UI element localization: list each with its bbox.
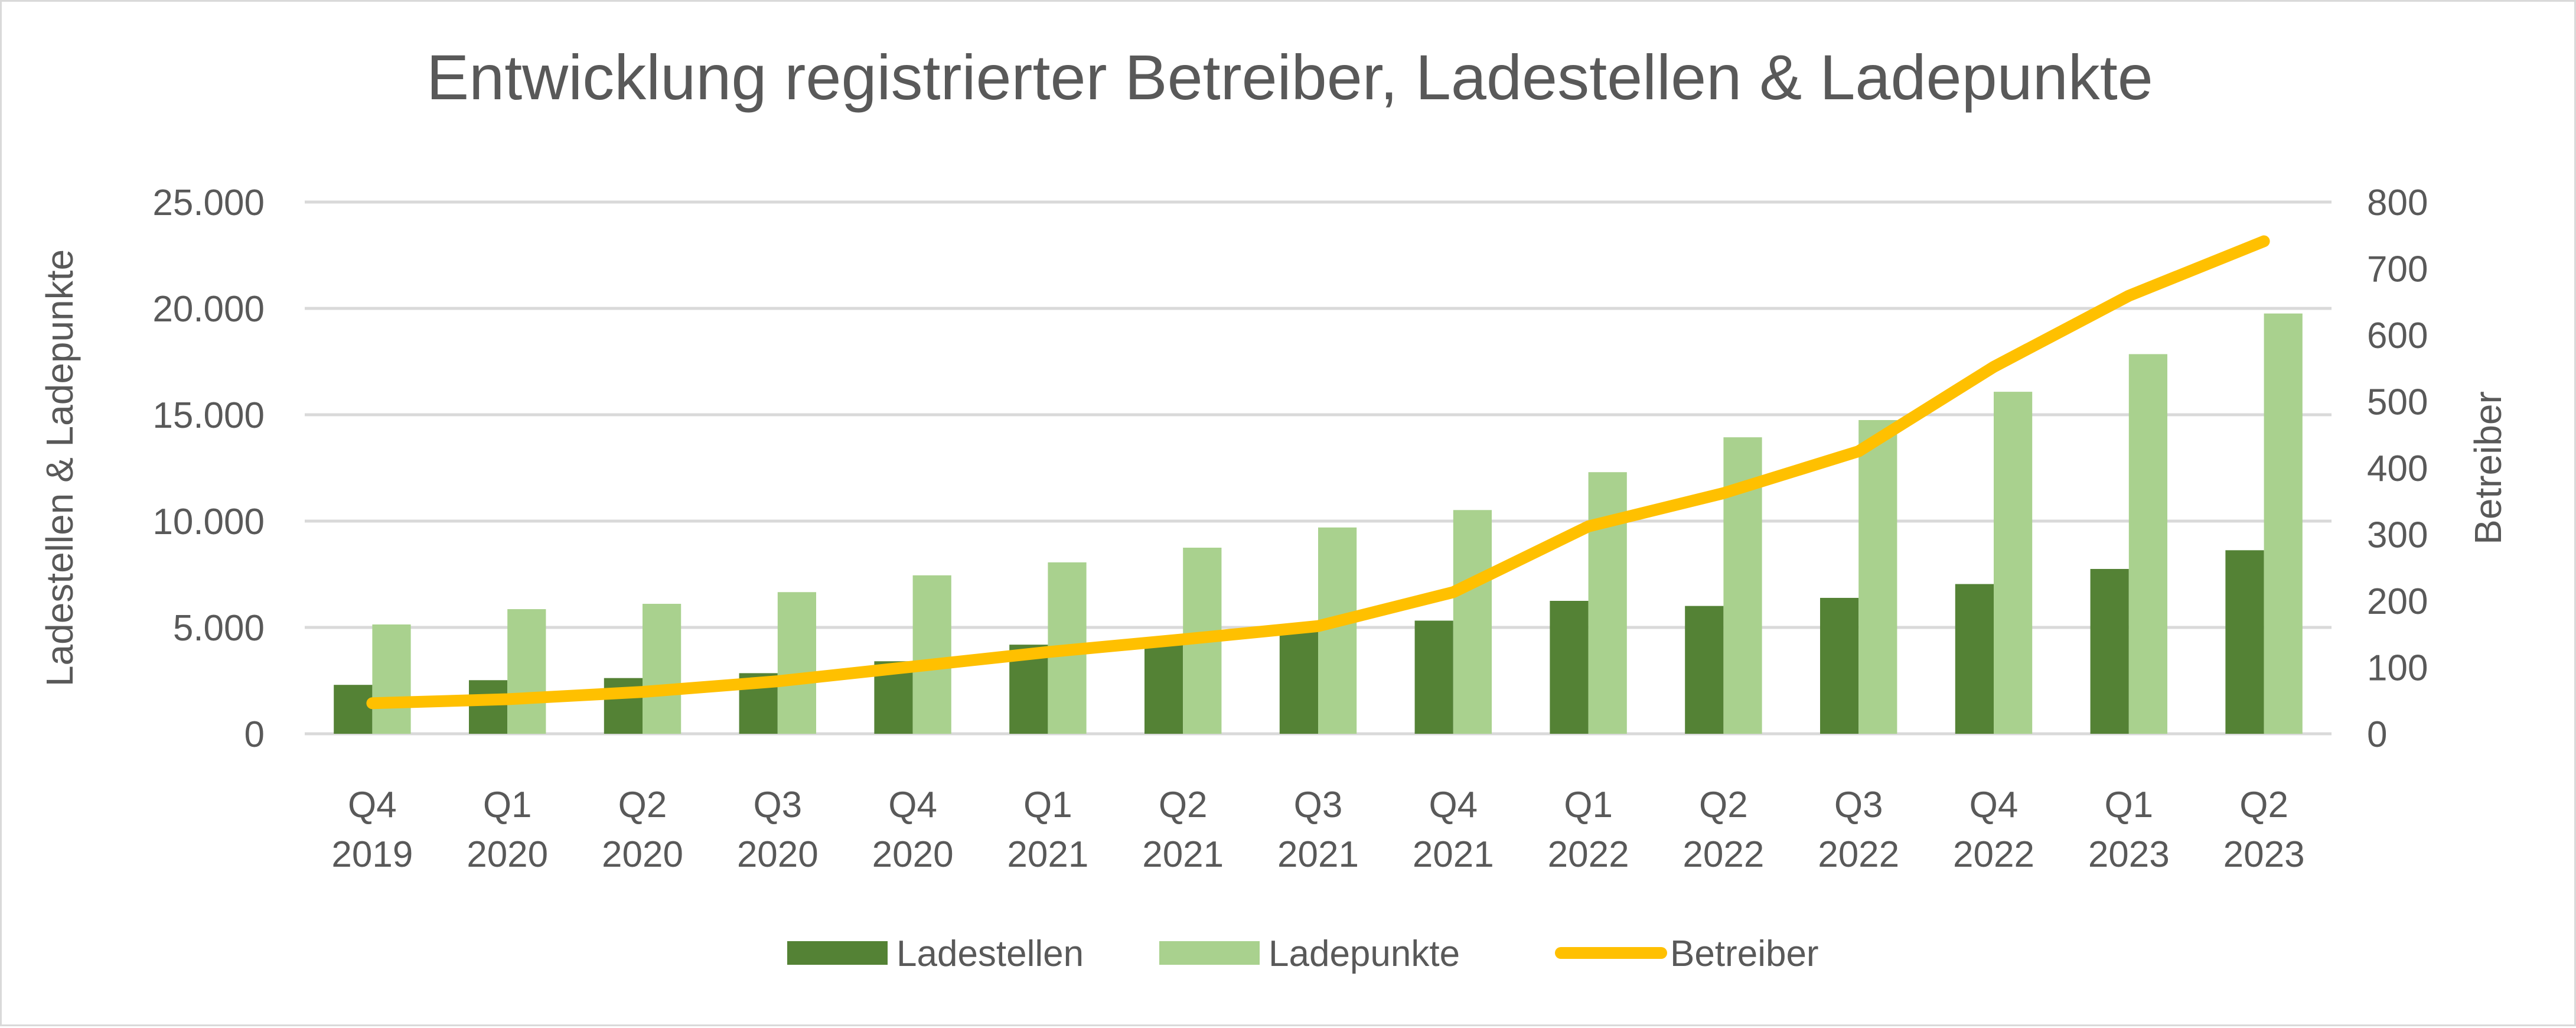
x-tick-label-quarter: Q3	[1294, 785, 1343, 825]
y-axis-left-label: Ladestellen & Ladepunkte	[38, 249, 81, 687]
y-right-tick-label: 300	[2367, 515, 2428, 556]
y-left-tick-label: 25.000	[152, 183, 265, 223]
legend-label-ladepunkte: Ladepunkte	[1269, 933, 1460, 974]
bar-ladepunkte	[2264, 314, 2303, 734]
y-right-tick-label: 800	[2367, 183, 2428, 223]
x-tick-label-year: 2022	[1548, 834, 1629, 875]
y-left-tick-label: 5.000	[173, 608, 265, 649]
y-right-tick-label: 700	[2367, 249, 2428, 290]
bar-ladepunkte	[372, 624, 410, 734]
x-tick-label-quarter: Q2	[2239, 785, 2288, 825]
y-right-tick-label: 100	[2367, 648, 2428, 689]
legend-swatch-ladestellen	[787, 941, 888, 965]
x-tick-label-year: 2023	[2088, 834, 2170, 875]
bar-ladestellen	[1280, 630, 1318, 734]
y-right-tick-label: 400	[2367, 448, 2428, 489]
y-right-tick-label: 0	[2367, 714, 2387, 755]
legend-label-betreiber: Betreiber	[1670, 933, 1819, 974]
bar-ladepunkte	[1994, 392, 2032, 734]
x-tick-label-year: 2022	[1682, 834, 1764, 875]
y-right-tick-label: 200	[2367, 581, 2428, 622]
x-tick-label-year: 2021	[1277, 834, 1359, 875]
x-tick-label-year: 2022	[1953, 834, 2034, 875]
bar-ladestellen	[469, 680, 507, 734]
y-left-tick-label: 10.000	[152, 502, 265, 542]
bar-ladestellen	[1144, 638, 1183, 734]
x-tick-label-quarter: Q4	[888, 785, 937, 825]
x-tick-label-quarter: Q2	[1159, 785, 1208, 825]
x-tick-label-year: 2021	[1007, 834, 1088, 875]
x-tick-label-quarter: Q4	[1970, 785, 2019, 825]
bar-ladepunkte	[643, 604, 681, 734]
bar-ladestellen	[2225, 550, 2264, 734]
x-tick-label-quarter: Q1	[2104, 785, 2153, 825]
x-tick-label-quarter: Q1	[1023, 785, 1072, 825]
x-tick-label-quarter: Q1	[1564, 785, 1613, 825]
bar-ladepunkte	[2129, 354, 2167, 734]
bar-ladepunkte	[1589, 472, 1627, 734]
x-tick-label-year: 2020	[467, 834, 548, 875]
bar-ladepunkte	[1858, 420, 1897, 734]
x-tick-label-year: 2020	[737, 834, 819, 875]
y-left-tick-label: 15.000	[152, 395, 265, 436]
x-tick-label-quarter: Q3	[753, 785, 802, 825]
x-tick-label-quarter: Q2	[618, 785, 667, 825]
x-tick-label-year: 2022	[1818, 834, 1899, 875]
bar-ladestellen	[1685, 606, 1723, 734]
bar-ladepunkte	[1453, 510, 1492, 734]
x-tick-label-quarter: Q4	[348, 785, 397, 825]
bar-ladestellen	[334, 685, 372, 734]
x-tick-label-year: 2021	[1142, 834, 1224, 875]
x-tick-label-year: 2019	[331, 834, 413, 875]
bar-ladestellen	[1955, 584, 1994, 734]
x-tick-label-year: 2021	[1413, 834, 1494, 875]
bar-ladepunkte	[507, 609, 546, 734]
x-tick-label-quarter: Q4	[1429, 785, 1478, 825]
x-tick-label-year: 2020	[602, 834, 683, 875]
x-tick-label-year: 2020	[872, 834, 954, 875]
bar-ladestellen	[1550, 601, 1588, 734]
y-axis-right-label: Betreiber	[2467, 391, 2509, 545]
x-tick-label-quarter: Q2	[1699, 785, 1748, 825]
y-right-tick-label: 600	[2367, 315, 2428, 356]
x-tick-label-year: 2023	[2223, 834, 2305, 875]
y-right-tick-label: 500	[2367, 382, 2428, 423]
y-left-tick-label: 0	[244, 714, 265, 755]
bar-ladestellen	[1415, 620, 1453, 734]
bar-ladepunkte	[913, 575, 951, 734]
legend-label-ladestellen: Ladestellen	[896, 933, 1084, 974]
y-left-tick-label: 20.000	[152, 289, 265, 330]
bar-ladestellen	[2091, 569, 2129, 734]
bar-ladestellen	[1820, 598, 1858, 734]
x-tick-label-quarter: Q3	[1834, 785, 1883, 825]
bar-ladepunkte	[778, 592, 816, 734]
x-tick-label-quarter: Q1	[483, 785, 532, 825]
legend-swatch-ladepunkte	[1159, 941, 1260, 965]
chart-title: Entwicklung registrierter Betreiber, Lad…	[426, 41, 2153, 113]
